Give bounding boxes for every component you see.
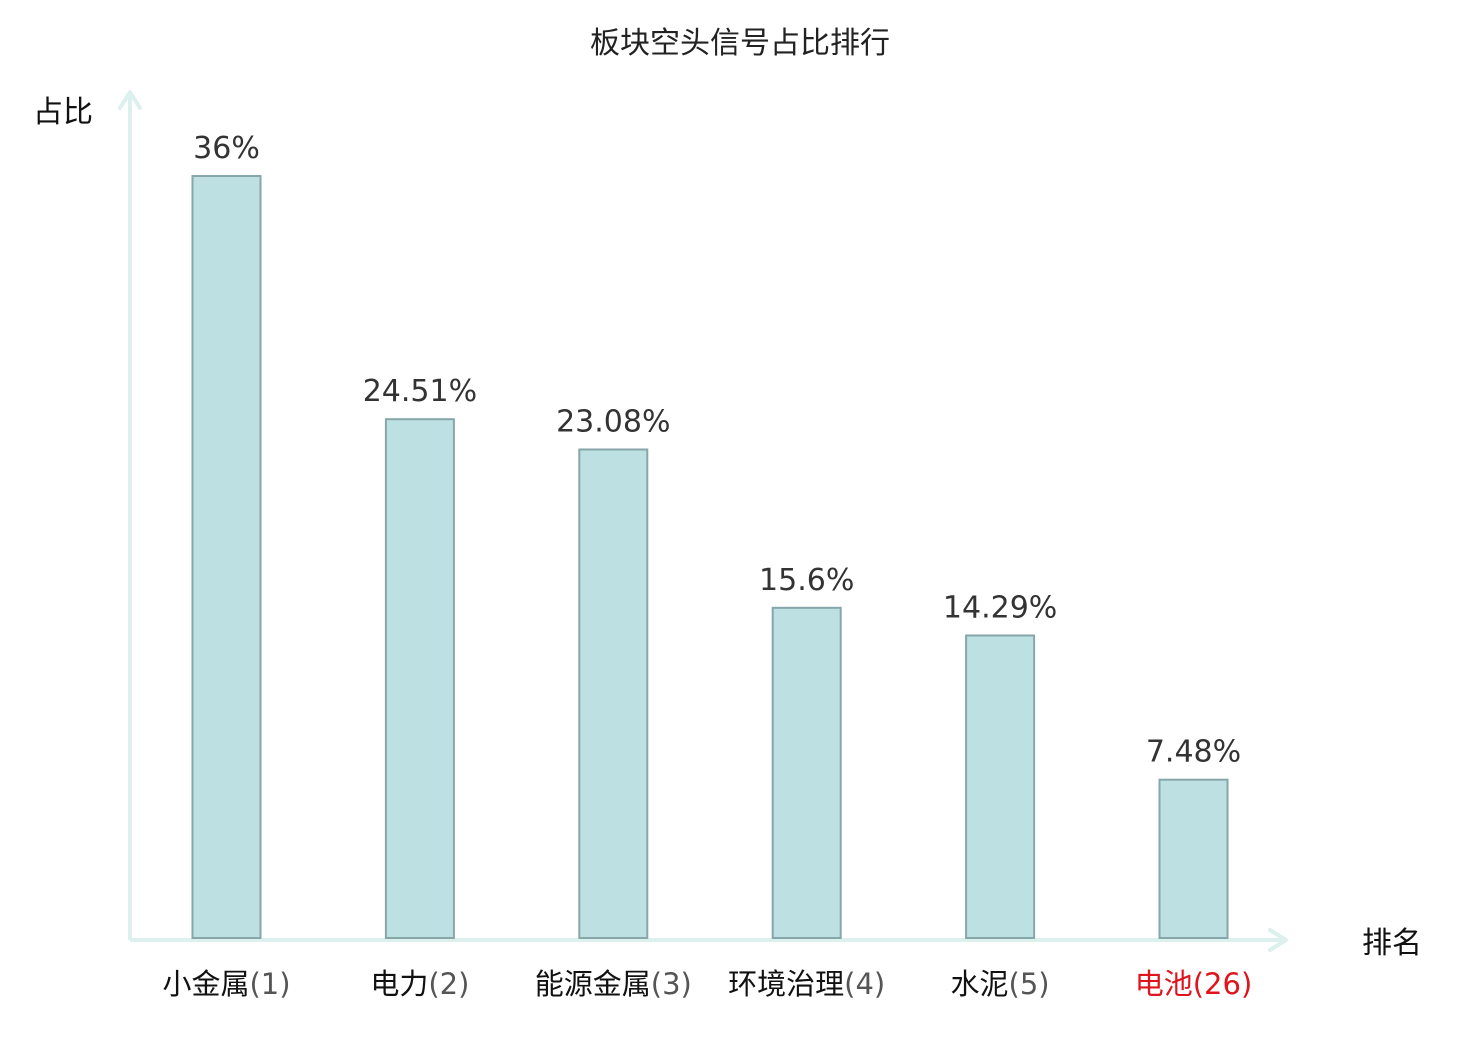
chart-title: 板块空头信号占比排行 — [590, 26, 890, 61]
category-name: 电力 — [370, 967, 428, 1001]
category-tick-label: 环境治理(4) — [728, 967, 885, 1001]
bar-value-label: 15.6% — [759, 563, 854, 598]
category-tick-label: 电池(26) — [1135, 967, 1253, 1001]
category-rank: (26) — [1193, 967, 1253, 1001]
category-name: 电池 — [1135, 967, 1193, 1001]
bar — [384, 418, 455, 939]
axes — [118, 90, 1288, 952]
x-axis-label: 排名 — [1362, 926, 1422, 961]
category-tick-label: 小金属(1) — [162, 967, 290, 1001]
category-rank: (2) — [428, 967, 469, 1001]
category-tick-label: 能源金属(3) — [535, 967, 692, 1001]
value-labels-layer: 36% 24.51% 23.08% 15.6% 14.29% 7.48% — [193, 131, 1241, 770]
bar — [1158, 778, 1229, 940]
y-axis-arrowhead — [118, 90, 142, 110]
category-name: 水泥 — [951, 967, 1009, 1001]
bar-value-label: 24.51% — [363, 374, 477, 409]
x-axis-arrowhead — [1268, 928, 1288, 952]
bar — [191, 175, 262, 939]
bar — [771, 606, 842, 939]
category-tick-label: 水泥(5) — [951, 967, 1050, 1001]
bar-value-label: 36% — [193, 131, 260, 166]
bar — [578, 448, 649, 939]
category-labels-layer: 小金属(1) 电力(2) 能源金属(3) 环境治理(4) 水泥(5) 电池(26) — [162, 967, 1252, 1001]
bar-value-label: 14.29% — [943, 591, 1057, 626]
bar — [965, 634, 1036, 939]
category-name: 环境治理 — [728, 967, 844, 1001]
category-rank: (1) — [249, 967, 290, 1001]
category-name: 能源金属 — [535, 967, 651, 1001]
category-name: 小金属 — [162, 967, 249, 1001]
category-rank: (4) — [844, 967, 885, 1001]
y-axis-label: 占比 — [33, 95, 93, 130]
bar-value-label: 7.48% — [1146, 735, 1241, 770]
category-rank: (3) — [651, 967, 692, 1001]
bars-layer — [191, 175, 1229, 940]
category-rank: (5) — [1009, 967, 1050, 1001]
category-tick-label: 电力(2) — [370, 967, 469, 1001]
bar-value-label: 23.08% — [556, 405, 670, 440]
